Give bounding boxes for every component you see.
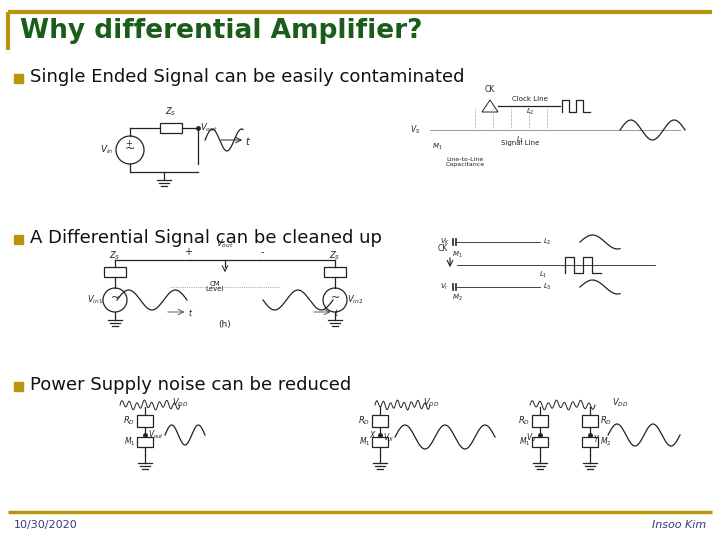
Text: A Differential Signal can be cleaned up: A Differential Signal can be cleaned up xyxy=(30,229,382,247)
Text: $R_D$: $R_D$ xyxy=(600,415,612,427)
Text: $t$: $t$ xyxy=(334,307,339,319)
Bar xyxy=(324,267,346,277)
Text: $L_1$: $L_1$ xyxy=(539,270,547,280)
Text: CK: CK xyxy=(438,244,448,253)
Text: $Z_S$: $Z_S$ xyxy=(109,249,121,262)
Text: (h): (h) xyxy=(219,320,231,329)
Text: $M_2$: $M_2$ xyxy=(600,436,611,448)
Text: ~: ~ xyxy=(110,293,120,303)
Bar xyxy=(532,437,548,447)
Bar xyxy=(582,415,598,427)
Text: $V_{DD}$: $V_{DD}$ xyxy=(172,397,189,409)
Bar xyxy=(137,437,153,447)
Bar xyxy=(14,74,23,83)
Text: $Y$: $Y$ xyxy=(593,433,600,443)
Text: CM: CM xyxy=(210,281,220,287)
Bar xyxy=(104,267,126,277)
Text: $t$: $t$ xyxy=(245,135,251,147)
Text: $V_K$: $V_K$ xyxy=(440,237,450,247)
Text: $V_{out}$: $V_{out}$ xyxy=(200,122,217,134)
Text: $V_{out}$: $V_{out}$ xyxy=(216,238,234,250)
Text: Line-to-Line: Line-to-Line xyxy=(446,157,484,162)
Text: $M_1$: $M_1$ xyxy=(518,436,530,448)
Bar xyxy=(582,437,598,447)
Text: Insoo Kim: Insoo Kim xyxy=(652,520,706,530)
Text: $R_D$: $R_D$ xyxy=(518,415,530,427)
Bar xyxy=(137,415,153,427)
Text: $M_1$: $M_1$ xyxy=(359,436,370,448)
Text: $L_2$: $L_2$ xyxy=(526,107,534,117)
Text: $V_{in2}$: $V_{in2}$ xyxy=(347,294,363,306)
Bar xyxy=(372,415,388,427)
Text: -: - xyxy=(260,247,264,257)
Text: $M_1$: $M_1$ xyxy=(124,436,135,448)
Text: CK: CK xyxy=(485,85,495,94)
Text: $Z_S$: $Z_S$ xyxy=(329,249,341,262)
Text: $M_1$: $M_1$ xyxy=(432,142,442,152)
Text: $M_1$: $M_1$ xyxy=(452,250,463,260)
Text: $V_{out}$: $V_{out}$ xyxy=(148,429,164,441)
Text: $V_{DD}$: $V_{DD}$ xyxy=(612,397,629,409)
Text: Signal Line: Signal Line xyxy=(501,140,539,146)
Text: $Z_S$: $Z_S$ xyxy=(166,105,176,118)
Text: Level: Level xyxy=(206,286,224,292)
Text: Capacitance: Capacitance xyxy=(446,162,485,167)
Text: $V_r$: $V_r$ xyxy=(440,282,449,292)
Bar xyxy=(14,382,23,391)
Text: $V_{DD}$: $V_{DD}$ xyxy=(423,397,439,409)
Bar xyxy=(532,415,548,427)
Text: +: + xyxy=(125,138,132,147)
Text: +: + xyxy=(184,247,192,257)
Text: $V_X$: $V_X$ xyxy=(383,432,394,444)
Bar xyxy=(14,235,23,244)
Text: $V_{in1}$: $V_{in1}$ xyxy=(87,294,103,306)
Bar xyxy=(372,437,388,447)
Text: $t$: $t$ xyxy=(188,307,193,319)
Text: Single Ended Signal can be easily contaminated: Single Ended Signal can be easily contam… xyxy=(30,68,464,86)
Text: Why differential Amplifier?: Why differential Amplifier? xyxy=(20,18,423,44)
Text: ~: ~ xyxy=(330,293,340,303)
Text: Power Supply noise can be reduced: Power Supply noise can be reduced xyxy=(30,376,351,394)
Text: $R_D$: $R_D$ xyxy=(358,415,370,427)
Text: 10/30/2020: 10/30/2020 xyxy=(14,520,78,530)
Text: $R_D$: $R_D$ xyxy=(123,415,135,427)
Text: $X$: $X$ xyxy=(369,429,377,441)
Text: ~: ~ xyxy=(125,141,135,154)
Text: $V_{in}$: $V_{in}$ xyxy=(101,144,114,156)
Text: $L_2$: $L_2$ xyxy=(543,237,552,247)
Text: $V_S$: $V_S$ xyxy=(410,124,420,136)
Text: Clock Line: Clock Line xyxy=(512,96,548,102)
Bar xyxy=(160,123,182,133)
Text: $V_V$: $V_V$ xyxy=(526,432,537,444)
Text: $M_2$: $M_2$ xyxy=(452,293,463,303)
Text: $L_3$: $L_3$ xyxy=(543,282,552,292)
Text: $L_1$: $L_1$ xyxy=(516,135,524,145)
